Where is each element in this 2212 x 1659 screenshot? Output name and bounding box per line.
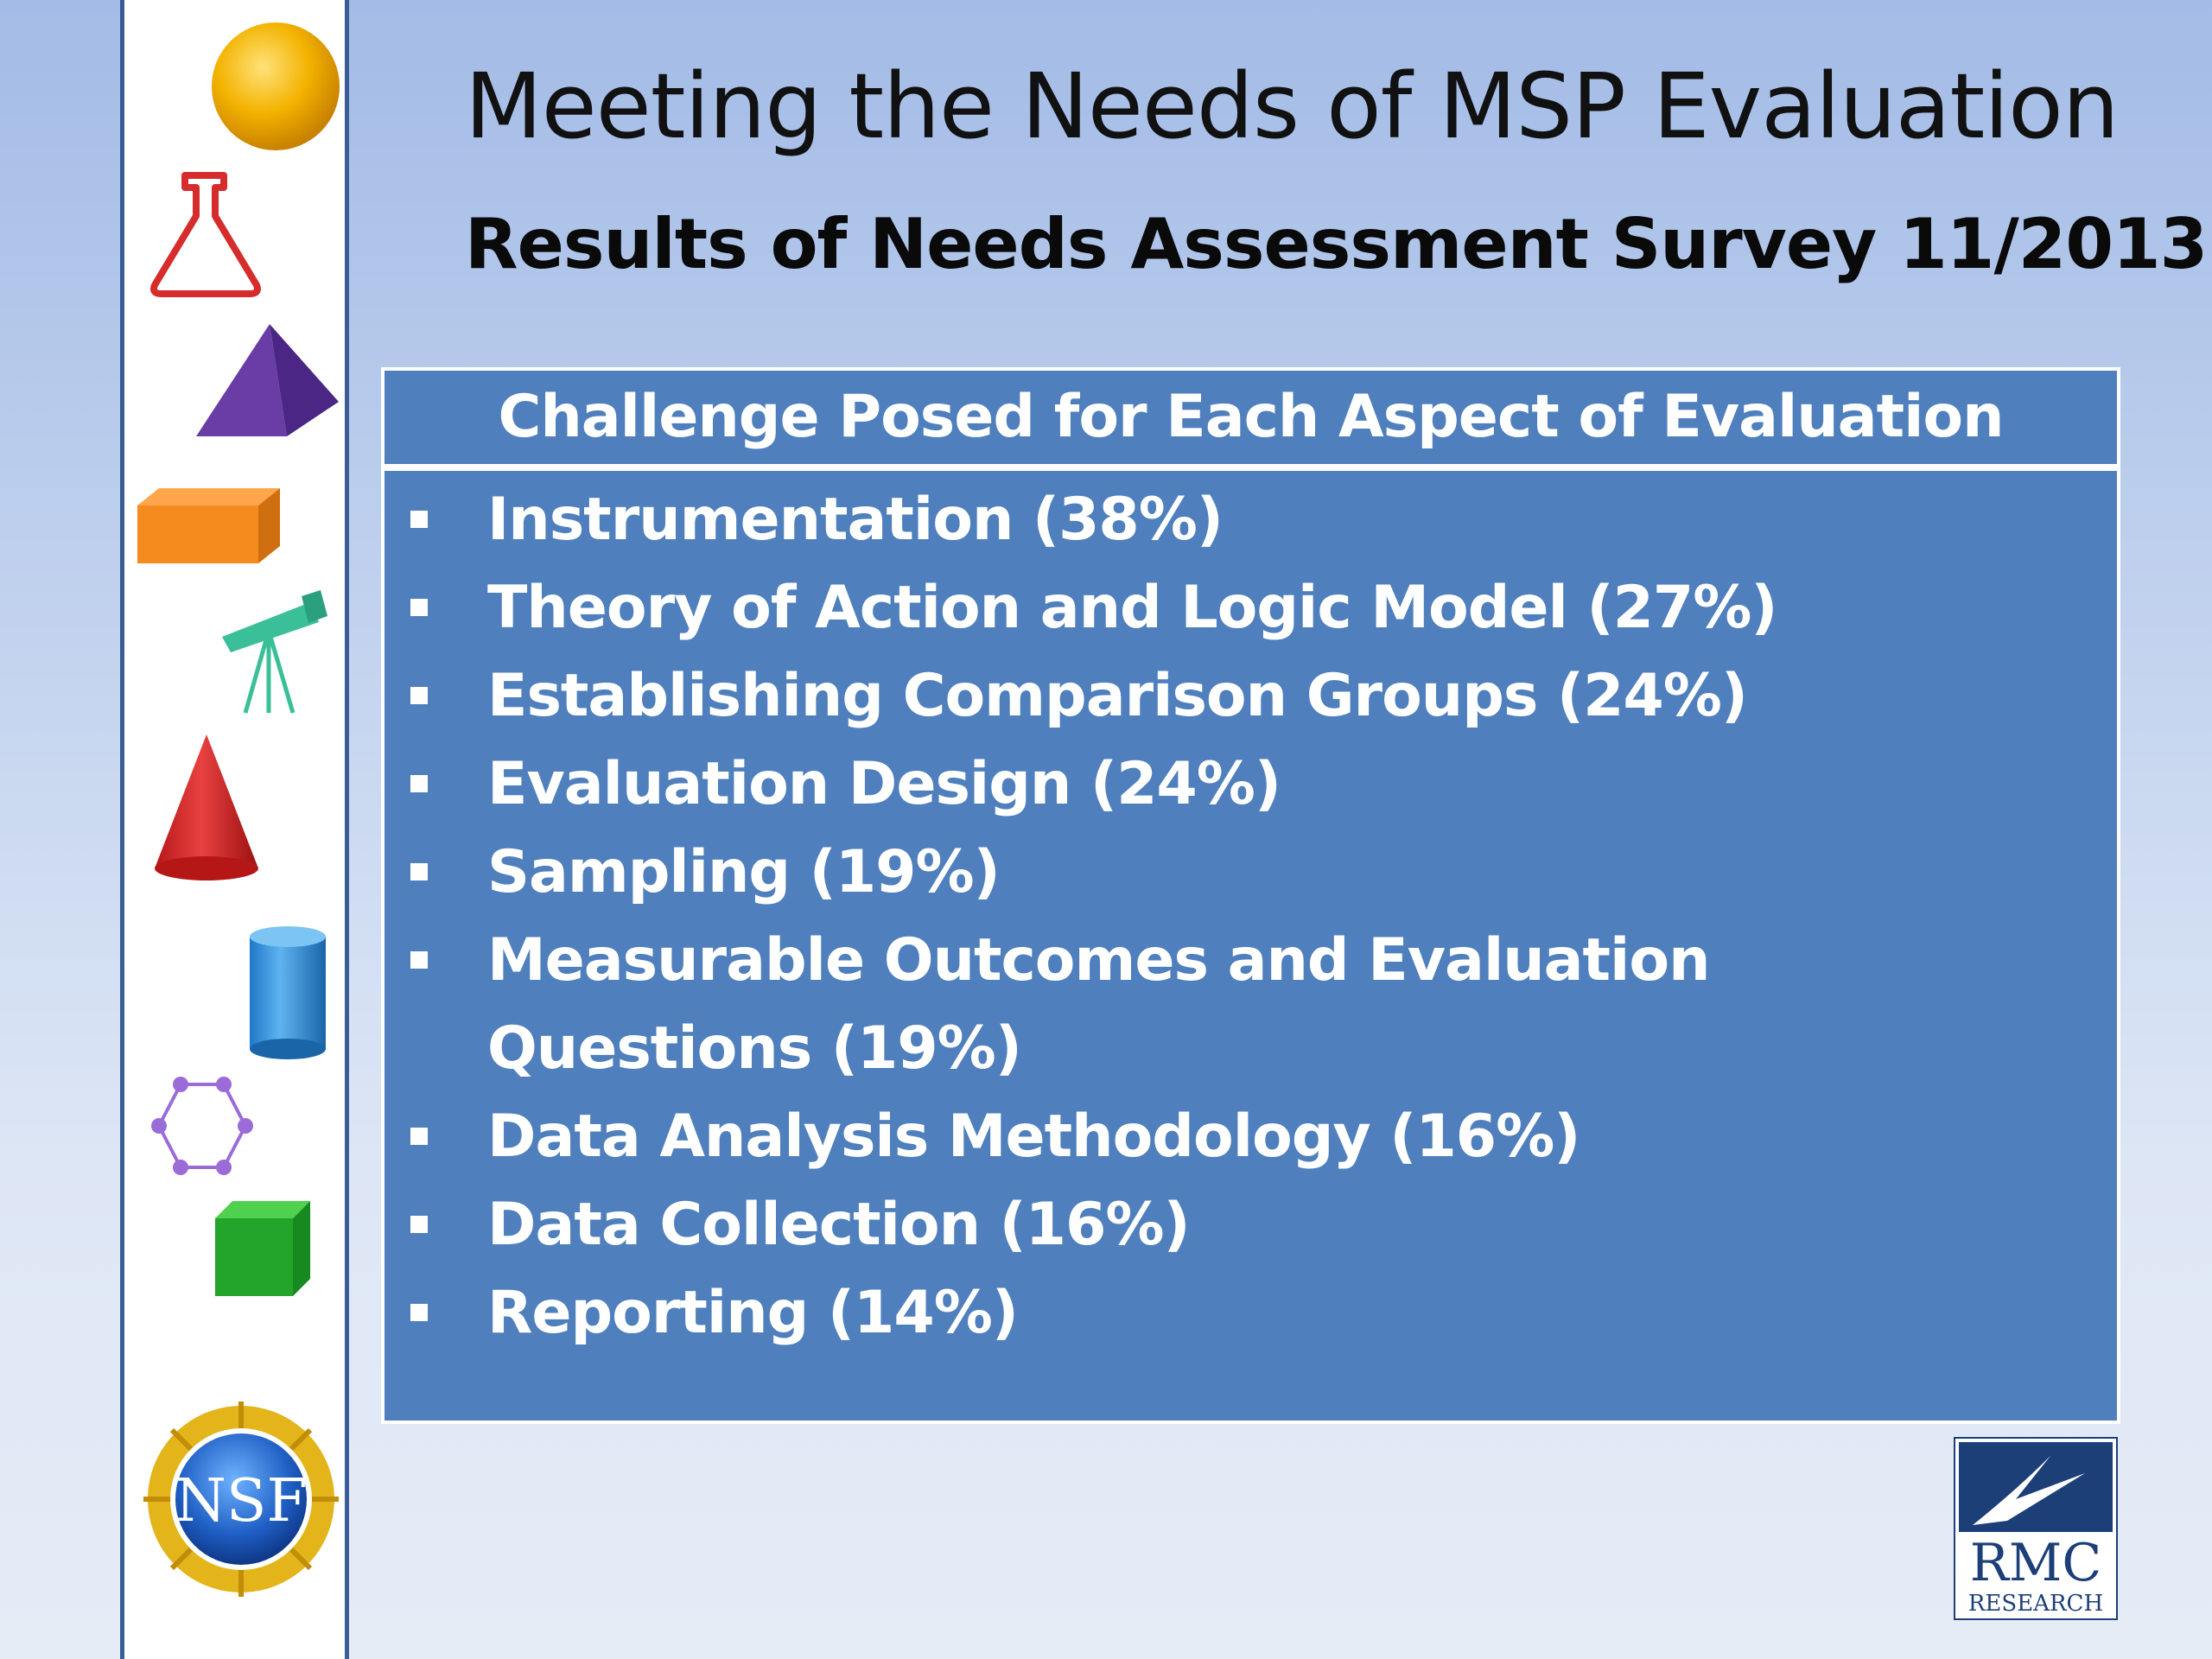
pyramid-icon xyxy=(196,324,339,436)
bullet-icon xyxy=(410,1216,428,1233)
hexagon-molecule-icon xyxy=(151,1077,253,1175)
list-item-label: Data Analysis Methodology (16%) xyxy=(487,1103,1580,1171)
challenge-box: Challenge Posed for Each Aspect of Evalu… xyxy=(381,367,2120,1424)
cylinder-icon xyxy=(250,926,326,1059)
rmc-logo-subtext: RESEARCH xyxy=(1967,1591,2104,1617)
list-item: Establishing Comparison Groups (24%) xyxy=(385,652,2025,741)
nsf-logo: NSF xyxy=(143,1402,339,1597)
cone-icon xyxy=(155,734,258,880)
page-title: Meeting the Needs of MSP Evaluation xyxy=(465,54,2120,159)
list-item: Data Collection (16%) xyxy=(385,1181,2025,1269)
rmc-swoosh-icon xyxy=(1959,1442,2113,1532)
list-item-label: Reporting (14%) xyxy=(487,1279,1019,1347)
list-item-label: Theory of Action and Logic Model (27%) xyxy=(487,574,1777,642)
bullet-icon xyxy=(410,511,428,528)
rmc-logo-text: RMC xyxy=(1969,1533,2102,1593)
list-item: Data Analysis Methodology (16%) xyxy=(385,1093,2025,1181)
prism-icon xyxy=(137,488,280,563)
bullet-icon xyxy=(410,775,428,792)
list-item-label: Sampling (19%) xyxy=(487,838,1001,906)
sphere-icon xyxy=(212,22,340,150)
bullet-icon xyxy=(410,687,428,704)
challenge-list: Instrumentation (38%) Theory of Action a… xyxy=(385,471,2117,1357)
bullet-icon xyxy=(410,1128,428,1145)
nsf-logo-text: NSF xyxy=(175,1467,307,1535)
page-subtitle: Results of Needs Assessment Survey 11/20… xyxy=(465,204,2208,284)
rmc-research-logo: RMC RESEARCH xyxy=(1954,1437,2118,1620)
bullet-icon xyxy=(410,951,428,969)
list-item: Measurable Outcomes and Evaluation Quest… xyxy=(385,917,2025,1093)
list-item: Evaluation Design (24%) xyxy=(385,741,2025,829)
challenge-box-header: Challenge Posed for Each Aspect of Evalu… xyxy=(385,371,2117,471)
bullet-icon xyxy=(410,599,428,616)
list-item: Instrumentation (38%) xyxy=(385,476,2025,564)
bullet-icon xyxy=(410,863,428,880)
list-item-label: Evaluation Design (24%) xyxy=(487,750,1281,818)
list-item-label: Measurable Outcomes and Evaluation Quest… xyxy=(487,926,1710,1083)
bullet-icon xyxy=(410,1304,428,1321)
list-item-label: Establishing Comparison Groups (24%) xyxy=(487,662,1748,730)
list-item: Sampling (19%) xyxy=(385,829,2025,917)
list-item: Theory of Action and Logic Model (27%) xyxy=(385,564,2025,652)
list-item-label: Data Collection (16%) xyxy=(487,1191,1191,1259)
flask-icon xyxy=(150,172,261,297)
list-item-label: Instrumentation (38%) xyxy=(487,486,1224,554)
list-item: Reporting (14%) xyxy=(385,1269,2025,1357)
cube-icon xyxy=(215,1201,310,1296)
telescope-icon xyxy=(222,590,327,714)
sidebar-decoration: NSF xyxy=(120,0,349,1659)
